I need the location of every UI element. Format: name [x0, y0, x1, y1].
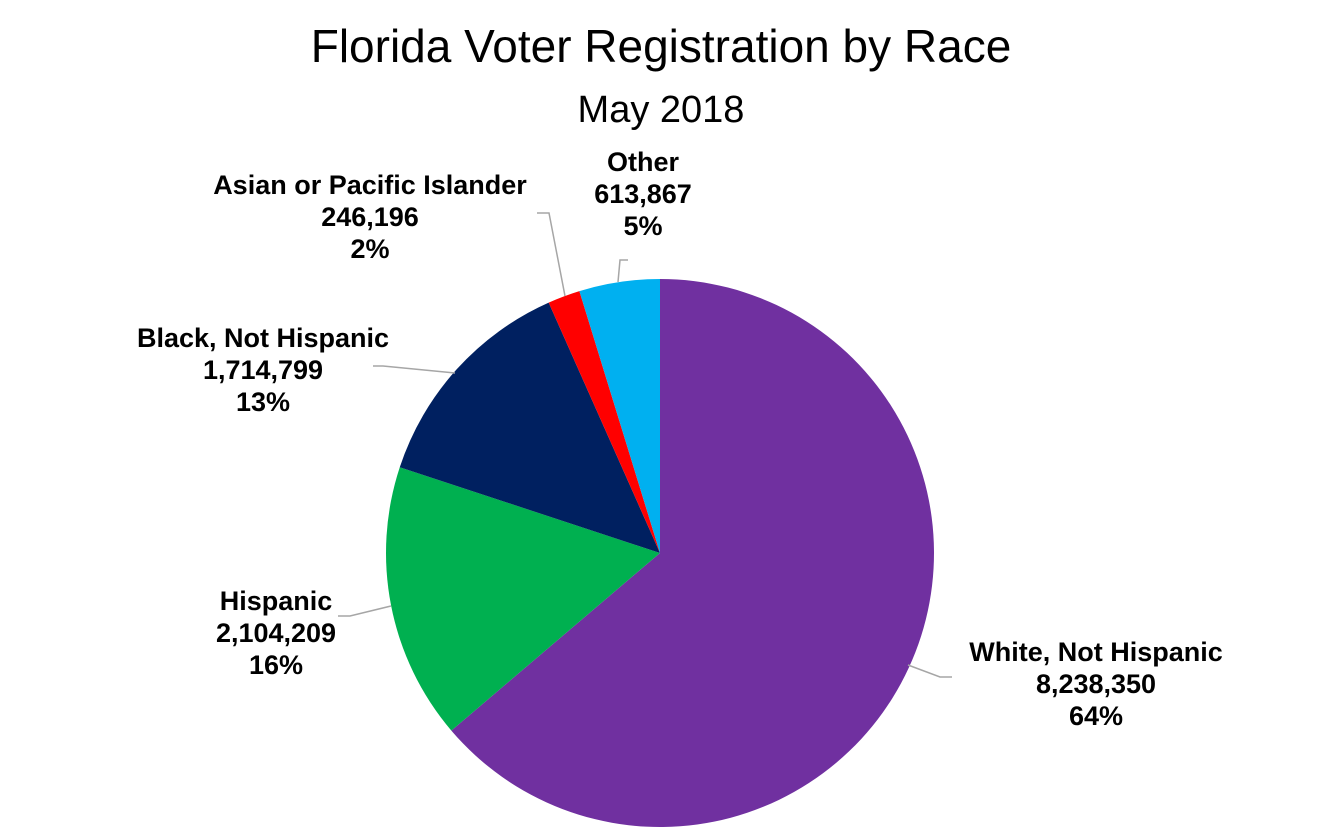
- slice-label-value: 2,104,209: [216, 618, 336, 648]
- slice-label-name: White, Not Hispanic: [969, 637, 1223, 667]
- leader-line: [537, 212, 566, 297]
- slice-label-value: 613,867: [594, 179, 692, 209]
- slice-label-percent: 5%: [623, 211, 662, 241]
- slice-label-percent: 2%: [350, 234, 389, 264]
- slice-label-percent: 13%: [236, 387, 290, 417]
- pie-slice-hispanic: [386, 467, 660, 731]
- slice-labels: White, Not Hispanic8,238,35064%Hispanic2…: [137, 147, 1223, 731]
- slice-label-name: Other: [607, 147, 680, 177]
- slice-label-percent: 16%: [249, 650, 303, 680]
- pie-slice-other: [579, 279, 660, 553]
- pie-slice-black-not-hispanic: [399, 302, 660, 553]
- slice-label-percent: 64%: [1069, 701, 1123, 731]
- slice-label-name: Asian or Pacific Islander: [213, 170, 527, 200]
- slice-label-name: Black, Not Hispanic: [137, 323, 389, 353]
- pie-slices: [386, 279, 934, 827]
- slice-label-value: 8,238,350: [1036, 669, 1156, 699]
- slice-label-name: Hispanic: [220, 586, 333, 616]
- leader-line: [338, 605, 392, 617]
- chart-subtitle: May 2018: [578, 89, 745, 131]
- leader-line: [907, 664, 952, 678]
- label-leader-lines: [338, 212, 952, 678]
- slice-label-value: 1,714,799: [203, 355, 323, 385]
- chart-title: Florida Voter Registration by Race: [311, 20, 1012, 72]
- leader-line: [373, 365, 456, 374]
- leader-line: [617, 259, 628, 283]
- pie-slice-white-not-hispanic: [451, 279, 934, 827]
- slice-label-value: 246,196: [321, 202, 419, 232]
- pie-slice-asian-or-pacific-islander: [548, 291, 660, 553]
